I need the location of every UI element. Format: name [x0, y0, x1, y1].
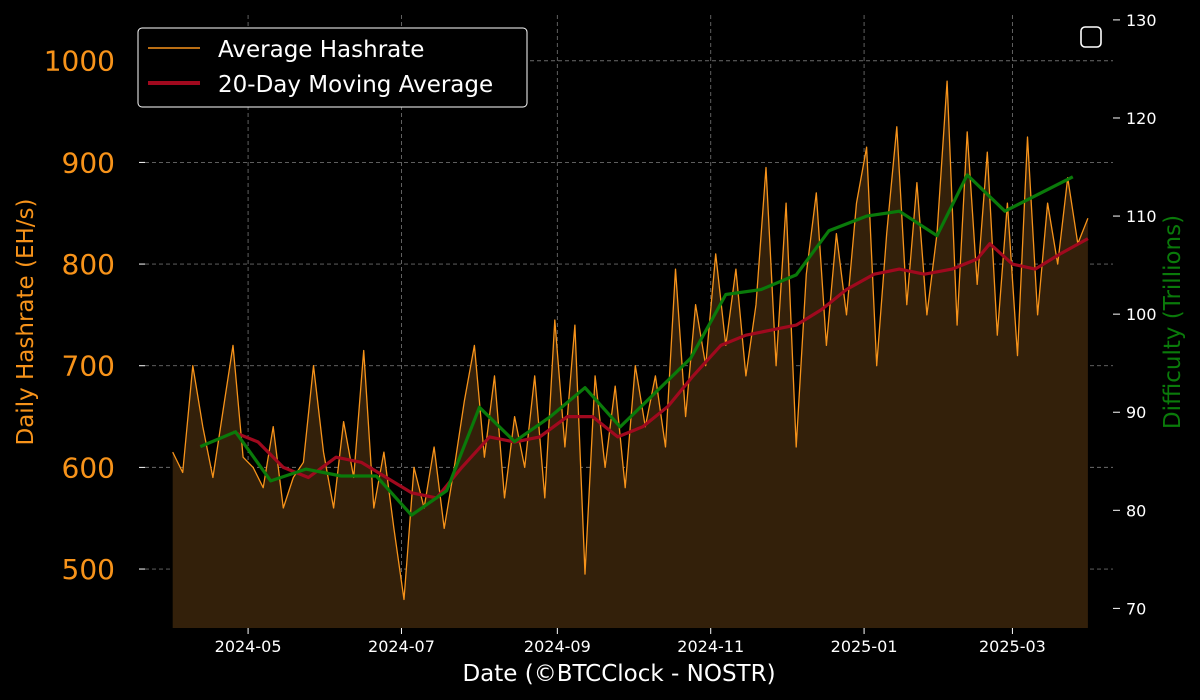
series-line-average-hashrate — [172, 80, 1089, 601]
x-axis-ticks: 2024-05 2024-07 2024-09 2024-11 2025-01 2025-… — [215, 628, 1046, 656]
y-tick-label: 800 — [62, 248, 115, 281]
legend-label-moving-average: 20-Day Moving Average — [218, 72, 493, 98]
y2-tick-label: 100 — [1126, 305, 1157, 324]
legend-label-average-hashrate: Average Hashrate — [218, 37, 424, 63]
x-axis-label: Date (©BTCClock - NOSTR) — [462, 661, 775, 687]
legend: Average Hashrate 20-Day Moving Average — [137, 27, 528, 108]
legend-box — [137, 27, 528, 108]
y-axis-right-ticks: 70 80 90 100 110 120 130 — [1113, 11, 1157, 618]
series-line-moving-average — [232, 237, 1089, 500]
checkbox-icon[interactable] — [1080, 26, 1102, 48]
y-tick-label: 900 — [62, 146, 115, 179]
x-tick-label: 2024-11 — [677, 637, 744, 656]
y2-tick-label: 90 — [1126, 403, 1146, 422]
y-tick-label: 500 — [62, 553, 115, 586]
x-tick-label: 2024-05 — [215, 637, 282, 656]
y-axis-left-ticks: 500 600 700 800 900 1000 — [44, 45, 145, 586]
x-tick-label: 2024-07 — [368, 637, 435, 656]
y2-tick-label: 70 — [1126, 599, 1146, 618]
y2-axis-label: Difficulty (Trillions) — [1160, 215, 1186, 429]
y-tick-label: 700 — [62, 350, 115, 383]
y2-tick-label: 120 — [1126, 109, 1157, 128]
y2-tick-label: 110 — [1126, 207, 1157, 226]
x-tick-label: 2024-09 — [524, 637, 591, 656]
y-tick-label: 600 — [62, 451, 115, 484]
y-axis-label: Daily Hashrate (EH/s) — [13, 199, 39, 446]
y2-tick-label: 80 — [1126, 501, 1146, 520]
y-tick-label: 1000 — [44, 45, 115, 78]
series-line-difficulty — [199, 173, 1074, 517]
x-tick-label: 2025-01 — [831, 637, 898, 656]
x-tick-label: 2025-03 — [979, 637, 1046, 656]
y2-tick-label: 130 — [1126, 11, 1157, 30]
